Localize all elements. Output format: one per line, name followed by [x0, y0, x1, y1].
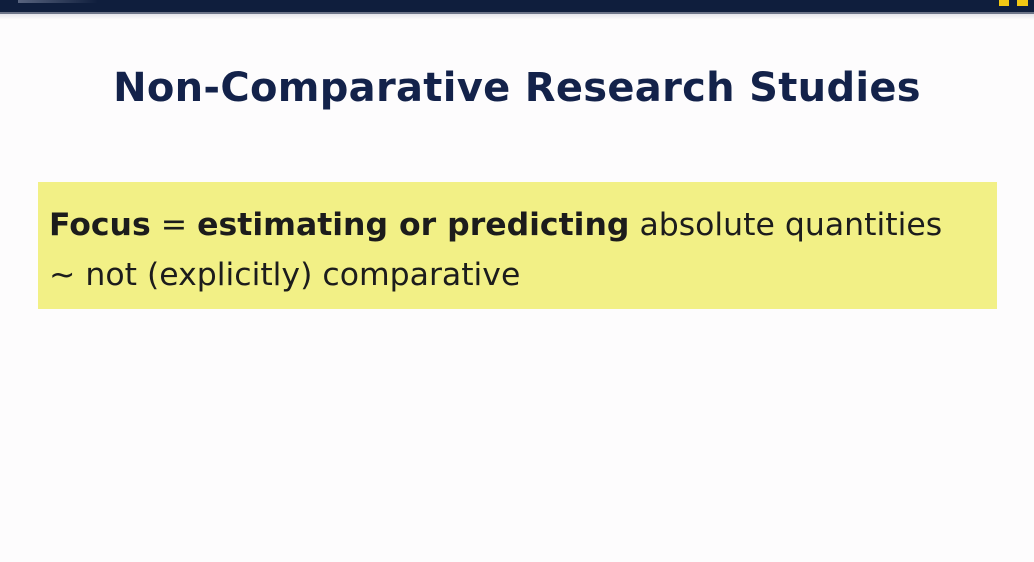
focus-line: Focus = estimating or predicting absolut… [49, 200, 989, 250]
header-shadow [0, 14, 1034, 20]
focus-statement: Focus = estimating or predicting absolut… [49, 200, 989, 300]
focus-bold-phrase: estimating or predicting [197, 207, 630, 243]
comparative-line: ~ not (explicitly) comparative [49, 257, 521, 293]
slide-title: Non-Comparative Research Studies [113, 65, 921, 111]
accent-block-right [1017, 0, 1028, 6]
accent-block-left [999, 0, 1009, 6]
highlight-box: Focus = estimating or predicting absolut… [38, 182, 997, 309]
header-bar [0, 0, 1034, 14]
equals-sign: = [150, 207, 198, 243]
focus-rest-text: absolute quantities [629, 207, 943, 243]
focus-term: Focus [49, 207, 151, 243]
logo-fragment [18, 0, 98, 3]
